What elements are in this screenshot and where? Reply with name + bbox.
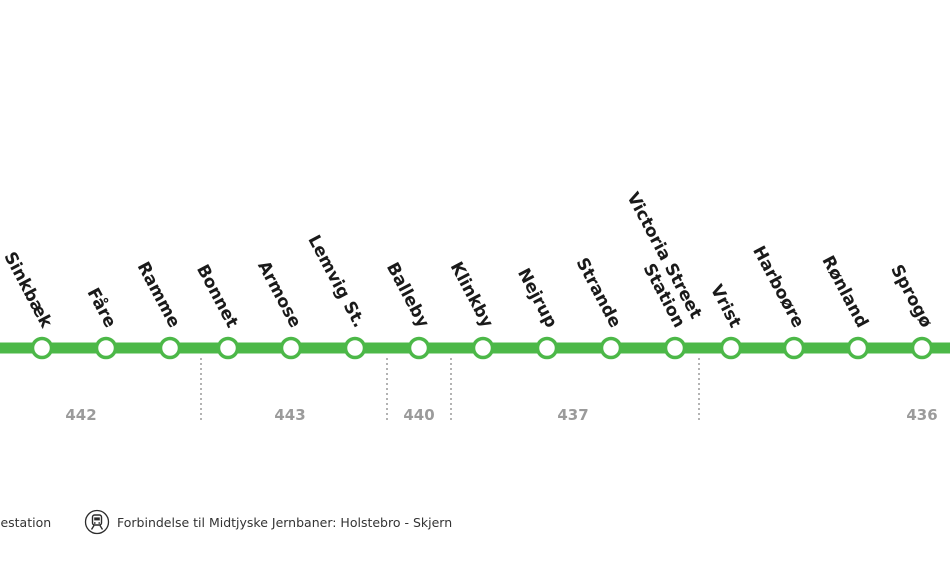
station-dot: [30, 336, 54, 360]
station-label: Nejrup: [513, 265, 561, 331]
station-name: Harboøre: [748, 243, 808, 331]
station-dot: [158, 336, 182, 360]
station-label: Harboøre: [748, 243, 808, 331]
station-name: Lemvig St.: [303, 232, 369, 331]
zone-number: 443: [274, 406, 305, 424]
station-name: Strande: [572, 255, 625, 332]
station-dot: [910, 336, 934, 360]
station-name: Ramme: [133, 259, 184, 332]
station-dot: [407, 336, 431, 360]
zone-number: 437: [557, 406, 588, 424]
station-name: Sinkbæk: [0, 249, 56, 332]
station-dots: [30, 336, 934, 360]
station-label: Bonnet: [192, 261, 242, 331]
station-name: Fåre: [83, 284, 122, 331]
station-label: Armose: [253, 258, 305, 331]
station-label: Fåre: [83, 284, 122, 331]
station-label: Sinkbæk: [0, 249, 56, 332]
station-label: Ramme: [133, 259, 184, 332]
station-dot: [94, 336, 118, 360]
station-name: Bonnet: [192, 261, 242, 331]
station-name: Balleby: [382, 259, 433, 331]
zone-number: 442: [65, 406, 96, 424]
station-label: Vrist: [706, 281, 745, 331]
station-dot: [719, 336, 743, 360]
legend-rail-text: Forbindelse til Midtjyske Jernbaner: Hol…: [117, 515, 452, 530]
zone-labels: 442 443 440 437 436: [65, 406, 937, 424]
station-dot: [782, 336, 806, 360]
station-dot: [343, 336, 367, 360]
station-dot: [846, 336, 870, 360]
station-label: Sprogø: [886, 261, 936, 331]
station-label: Balleby: [382, 259, 433, 331]
legend-stop-text: Holdestation: [0, 515, 51, 530]
station-name: Sprogø: [886, 261, 936, 331]
station-dot: [663, 336, 687, 360]
station-name: Klinkby: [446, 259, 497, 332]
station-dot: [279, 336, 303, 360]
station-name: Rønland: [817, 253, 871, 332]
station-label: Strande: [572, 255, 625, 332]
station-label: Klinkby: [446, 259, 497, 332]
station-labels: Struer MarksbroSinkbækFåreRammeBonnetArm…: [0, 189, 936, 332]
zone-dividers: [200, 358, 700, 420]
train-icon: [84, 509, 110, 535]
station-dot: [599, 336, 623, 360]
station-dot: [216, 336, 240, 360]
legend: Holdestation Forbindelse til Midtjyske J…: [0, 509, 452, 535]
station-name: Vrist: [706, 281, 745, 331]
station-dot: [471, 336, 495, 360]
station-dot: [535, 336, 559, 360]
station-label: Lemvig St.: [303, 232, 369, 331]
station-label: Rønland: [817, 253, 871, 332]
zone-number: 436: [906, 406, 937, 424]
station-name: Armose: [253, 258, 305, 331]
zone-number: 440: [403, 406, 434, 424]
station-name: Nejrup: [513, 265, 561, 331]
